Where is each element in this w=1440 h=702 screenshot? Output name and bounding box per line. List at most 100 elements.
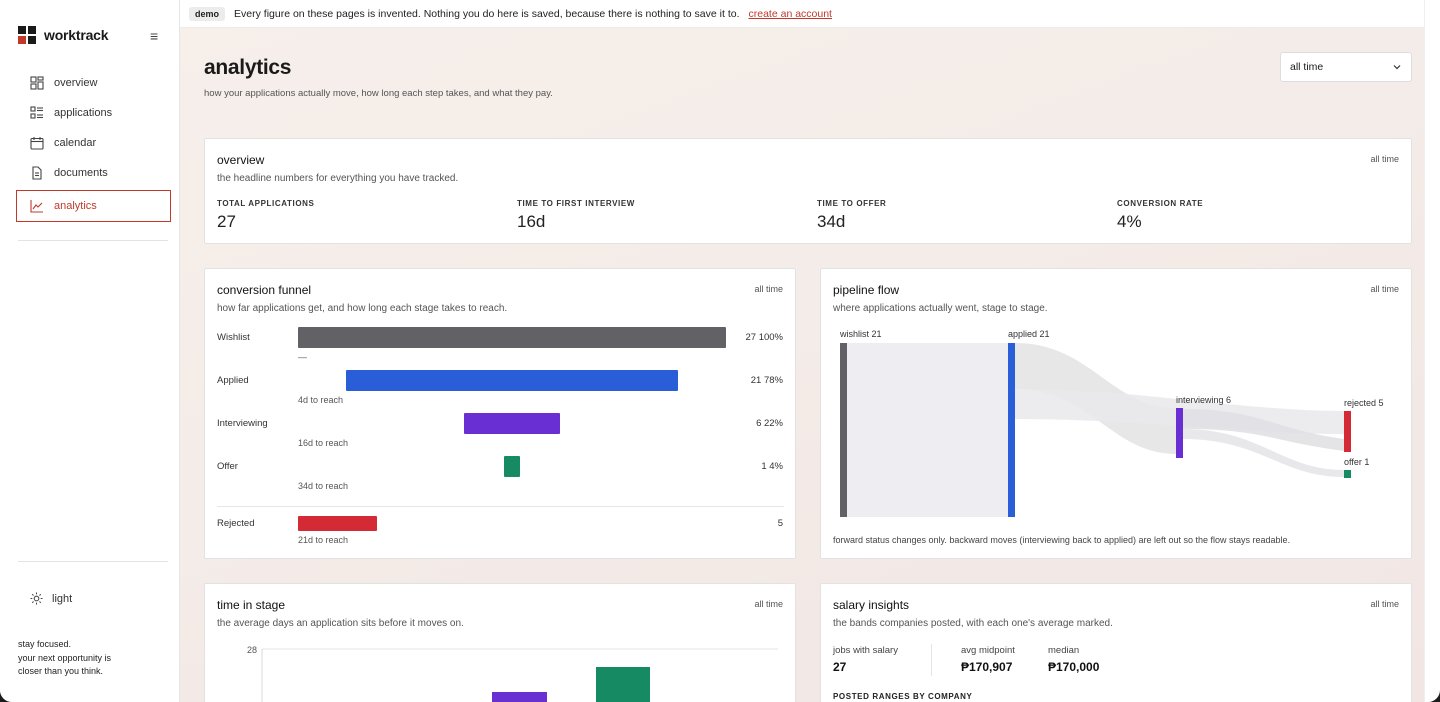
sidebar-item-calendar[interactable]: calendar [16, 128, 171, 158]
funnel-stage-value: 27 100% [745, 332, 783, 343]
sidebar-item-overview[interactable]: overview [16, 68, 171, 98]
flow-node-label: offer 1 [1344, 457, 1369, 467]
card-range-tag: all time [1370, 154, 1399, 164]
sidebar-item-analytics[interactable]: analytics [16, 190, 171, 222]
pipeline-flow-card: pipeline flow where applications actuall… [820, 268, 1412, 559]
card-title: conversion funnel [217, 283, 312, 297]
main-content: demo Every figure on these pages is inve… [180, 0, 1432, 702]
grid-icon [30, 76, 44, 90]
flow-node-wishlist[interactable] [840, 343, 847, 517]
card-title: time in stage [217, 598, 286, 612]
overview-card: overview the headline numbers for everyt… [204, 138, 1412, 244]
funnel-bar-rejected[interactable] [298, 516, 378, 531]
flow-link-interviewing-rejected [1183, 409, 1344, 451]
stat-label: CONVERSION RATE [1117, 199, 1204, 208]
flow-node-offer[interactable] [1344, 470, 1351, 478]
funnel-stage-value: 21 78% [750, 375, 783, 386]
stage-bar-interviewing[interactable] [492, 692, 547, 702]
flow-link-wishlist-applied [847, 343, 1015, 517]
theme-toggle[interactable]: light [30, 592, 72, 605]
funnel-stage-label: Offer [217, 461, 238, 472]
flow-node-interviewing[interactable] [1176, 408, 1183, 458]
card-range-tag: all time [754, 599, 783, 609]
card-title: overview [217, 153, 265, 167]
salary-insights-card: salary insights the bands companies post… [820, 583, 1412, 702]
flow-node-label: rejected 5 [1344, 398, 1384, 408]
flow-node-label: wishlist 21 [839, 329, 882, 339]
card-title: pipeline flow [833, 283, 900, 297]
funnel-bar-offer[interactable] [504, 456, 520, 477]
card-range-tag: all time [754, 284, 783, 294]
page-subtitle: how your applications actually move, how… [204, 88, 553, 99]
funnel-stage-value: 5 [777, 518, 783, 529]
funnel-stage-label: Wishlist [217, 332, 250, 343]
funnel-bar-interviewing[interactable] [464, 413, 560, 434]
scrollbar[interactable] [1424, 0, 1432, 702]
logo-icon [18, 26, 36, 44]
flow-link-interviewing-offer [1183, 429, 1344, 477]
create-account-link[interactable]: create an account [748, 7, 832, 20]
calendar-icon [30, 137, 44, 150]
demo-banner: demo Every figure on these pages is inve… [180, 0, 1432, 28]
brand-name: worktrack [44, 27, 109, 43]
demo-badge: demo [189, 6, 226, 21]
page-title: analytics [204, 56, 292, 79]
card-subtitle: the bands companies posted, with each on… [833, 618, 1113, 629]
flow-node-rejected[interactable] [1344, 411, 1351, 452]
funnel-stage-reach: 34d to reach [298, 481, 349, 491]
theme-label: light [52, 592, 73, 605]
salary-stat-avg-midpoint: avg midpoint ₱170,907 [961, 645, 1015, 674]
flow-note: forward status changes only. backward mo… [833, 535, 1291, 545]
card-subtitle: how far applications get, and how long e… [217, 303, 508, 314]
salary-stat-label: avg midpoint [961, 645, 1015, 656]
funnel-stage-label: Applied [217, 375, 249, 386]
funnel-separator [217, 506, 784, 507]
tagline-line: stay focused. [18, 639, 72, 649]
stat-value: 16d [517, 212, 546, 231]
card-subtitle: where applications actually went, stage … [833, 303, 1048, 314]
salary-stat-median: median ₱170,000 [1048, 645, 1099, 674]
funnel-bar-wishlist[interactable] [298, 327, 726, 348]
funnel-stage-reach: — [298, 352, 307, 362]
sun-icon [30, 592, 43, 605]
posted-ranges-heading: POSTED RANGES BY COMPANY [833, 692, 973, 701]
sidebar-item-label: calendar [54, 137, 97, 149]
chevron-down-icon [1393, 65, 1401, 70]
sidebar-item-label: applications [54, 107, 113, 119]
tagline: stay focused. your next opportunity is c… [18, 638, 138, 679]
chart-line-icon [30, 200, 43, 213]
salary-stat-jobs: jobs with salary 27 [833, 645, 898, 674]
stat-label: TOTAL APPLICATIONS [217, 199, 315, 208]
funnel-stage-value: 1 4% [761, 461, 783, 472]
salary-divider [931, 644, 932, 676]
stat-value: 4% [1117, 212, 1142, 231]
funnel-stage-reach: 4d to reach [298, 395, 344, 405]
document-icon [32, 166, 42, 180]
card-subtitle: the headline numbers for everything you … [217, 173, 459, 184]
sidebar-divider [18, 561, 168, 562]
stat-label: TIME TO OFFER [817, 199, 887, 208]
sidebar-nav: overview applications calendar documents… [16, 68, 171, 222]
time-range-select[interactable]: all time [1280, 52, 1412, 82]
salary-stat-label: jobs with salary [833, 645, 898, 656]
brand[interactable]: worktrack [18, 26, 109, 44]
banner-text: Every figure on these pages is invented.… [234, 7, 740, 20]
menu-icon[interactable]: ≡ [150, 28, 159, 44]
sidebar-item-applications[interactable]: applications [16, 98, 171, 128]
salary-stat-value: 27 [833, 660, 847, 674]
sidebar-item-documents[interactable]: documents [16, 158, 171, 188]
funnel-stage-label: Rejected [217, 518, 255, 529]
funnel-stage-value: 6 22% [756, 418, 783, 429]
card-title: salary insights [833, 598, 910, 612]
time-in-stage-chart: 28 [247, 645, 778, 702]
flow-node-applied[interactable] [1008, 343, 1015, 517]
salary-stat-value: ₱170,907 [961, 660, 1013, 674]
stat-total-applications: TOTAL APPLICATIONS 27 [217, 199, 314, 232]
stat-value: 27 [217, 212, 236, 231]
stage-bar-offer[interactable] [596, 667, 650, 702]
funnel-bar-applied[interactable] [345, 370, 679, 391]
sidebar: worktrack ≡ overview applications calend… [0, 0, 180, 702]
stat-conversion-rate: CONVERSION RATE 4% [1117, 199, 1203, 232]
salary-stat-label: median [1048, 645, 1080, 656]
